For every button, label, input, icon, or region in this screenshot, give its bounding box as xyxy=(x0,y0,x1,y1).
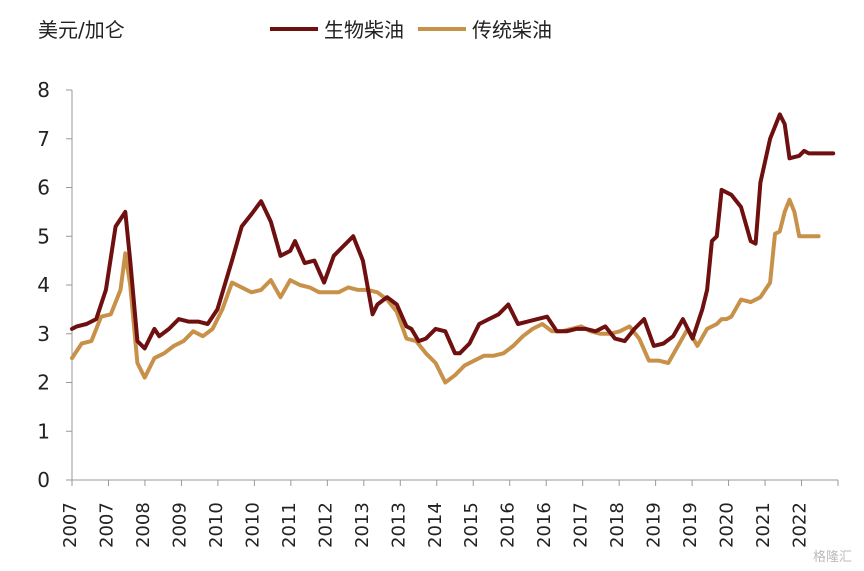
x-tick-label: 2016 xyxy=(498,502,519,548)
x-tick-label: 2013 xyxy=(352,502,373,548)
x-tick-label: 2007 xyxy=(60,502,81,548)
y-tick-label: 7 xyxy=(37,127,50,151)
x-tick-label: 2018 xyxy=(607,502,628,548)
y-tick-label: 4 xyxy=(37,273,50,297)
x-tick-label: 2010 xyxy=(242,502,263,548)
x-tick-label: 2017 xyxy=(571,502,592,548)
legend-label-diesel: 传统柴油 xyxy=(472,18,552,42)
x-tick-label: 2010 xyxy=(206,502,227,548)
x-tick-label: 2022 xyxy=(790,502,811,548)
watermark-logo: 格隆汇 xyxy=(812,550,852,565)
x-tick-label: 2011 xyxy=(279,502,300,548)
x-tick-label: 2016 xyxy=(534,502,555,548)
y-tick-label: 8 xyxy=(37,78,50,102)
legend-item-biodiesel: 生物柴油 xyxy=(270,14,404,43)
x-tick-label: 2012 xyxy=(315,502,336,548)
legend-swatch-biodiesel xyxy=(270,26,318,31)
series-line-biodiesel xyxy=(70,112,836,356)
y-axis-unit-label: 美元/加仑 xyxy=(38,18,125,42)
x-tick-label: 2015 xyxy=(461,502,482,548)
y-tick-label: 0 xyxy=(37,468,50,492)
y-tick-label: 1 xyxy=(37,419,50,443)
legend-label-biodiesel: 生物柴油 xyxy=(324,18,404,42)
legend-swatch-diesel xyxy=(418,26,466,31)
x-tick-label: 2021 xyxy=(753,502,774,548)
y-tick-label: 3 xyxy=(37,322,50,346)
x-tick-label: 2020 xyxy=(717,502,738,548)
y-tick-label: 6 xyxy=(37,176,50,200)
x-tick-label: 2008 xyxy=(133,502,154,548)
x-tick-label: 2007 xyxy=(96,502,117,548)
series-line-diesel xyxy=(70,197,821,385)
legend: 生物柴油 传统柴油 xyxy=(270,14,566,43)
y-tick-label: 5 xyxy=(37,224,50,248)
x-tick-label: 2013 xyxy=(388,502,409,548)
x-tick-label: 2009 xyxy=(169,502,190,548)
x-tick-label: 2014 xyxy=(425,502,446,548)
x-tick-label: 2019 xyxy=(644,502,665,548)
x-tick-label: 2019 xyxy=(680,502,701,548)
y-tick-label: 2 xyxy=(37,371,50,395)
legend-item-diesel: 传统柴油 xyxy=(418,14,552,43)
